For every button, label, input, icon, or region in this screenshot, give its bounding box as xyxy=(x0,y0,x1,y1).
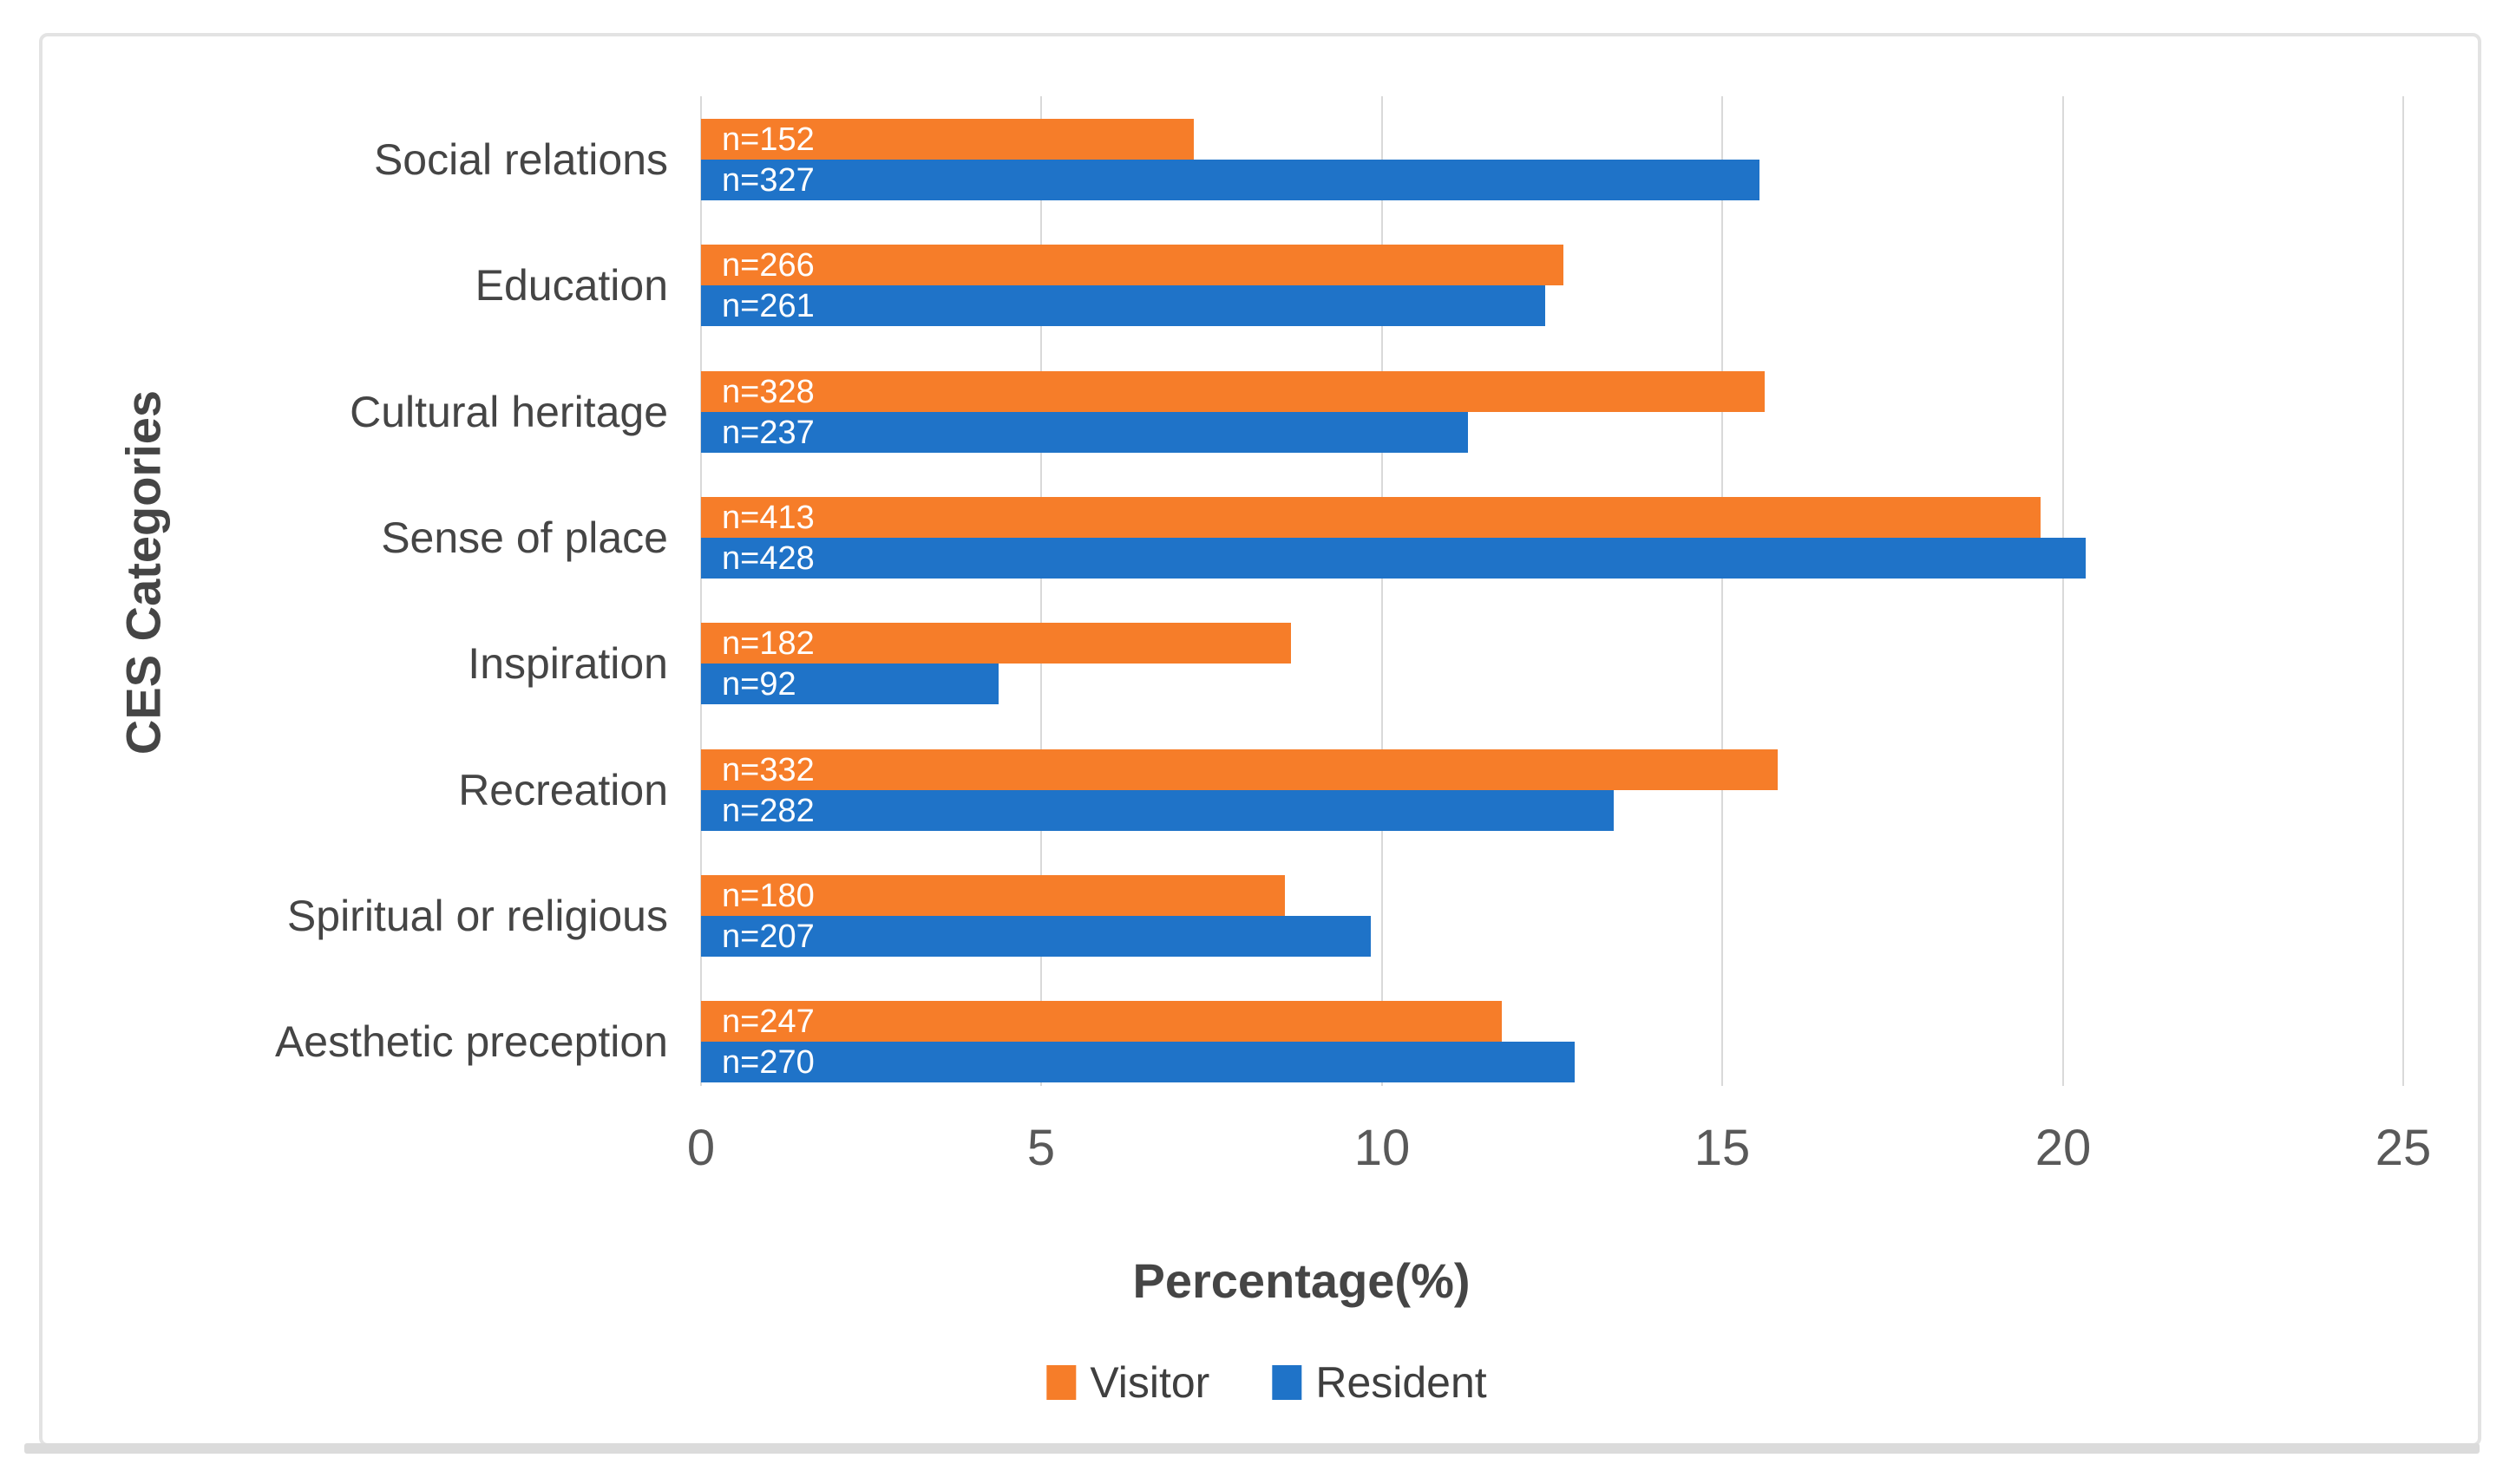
legend: Visitor Resident xyxy=(1046,1357,1487,1408)
legend-item-visitor: Visitor xyxy=(1046,1357,1209,1408)
bar-value-label: n=182 xyxy=(722,624,815,662)
bar-value-label: n=270 xyxy=(722,1043,815,1081)
category-label-education: Education xyxy=(475,261,668,310)
category-label-social-relations: Social relations xyxy=(373,135,668,184)
resident-bar-education: n=261 xyxy=(701,285,1546,326)
bar-value-label: n=332 xyxy=(722,751,815,788)
plot-area: n=152 n=327 n=266 n=261 n=328 n=237 n=413 n=428… xyxy=(700,96,2404,1086)
visitor-bar-spiritual-or-religious: n=180 xyxy=(701,875,1285,916)
gridline-x-0 xyxy=(700,96,702,1086)
resident-bar-social-relations: n=327 xyxy=(701,160,1759,200)
bar-value-label: n=92 xyxy=(722,665,796,703)
gridline-x-25 xyxy=(2402,96,2404,1086)
visitor-bar-social-relations: n=152 xyxy=(701,119,1195,160)
bar-value-label: n=261 xyxy=(722,287,815,324)
bar-value-label: n=428 xyxy=(722,539,815,577)
category-label-cultural-heritage: Cultural heritage xyxy=(350,388,668,436)
x-tick-label-20: 20 xyxy=(2035,1120,2092,1176)
resident-bar-sense-of-place: n=428 xyxy=(701,538,2087,579)
visitor-bar-sense-of-place: n=413 xyxy=(701,497,2041,538)
category-label-aesthetic-preception: Aesthetic preception xyxy=(274,1017,668,1066)
x-axis-title: Percentage(%) xyxy=(1132,1253,1471,1308)
gridline-x-10 xyxy=(1381,96,1383,1086)
bar-value-label: n=247 xyxy=(722,1003,815,1040)
legend-label-visitor: Visitor xyxy=(1090,1358,1210,1407)
chart-frame: CES Categories Social relations Education… xyxy=(39,33,2481,1447)
bar-value-label: n=266 xyxy=(722,246,815,284)
category-label-spiritual-or-religious: Spiritual or religious xyxy=(286,892,668,940)
visitor-bar-inspiration: n=182 xyxy=(701,623,1292,664)
bar-value-label: n=180 xyxy=(722,877,815,914)
gridline-x-5 xyxy=(1040,96,1042,1086)
bar-value-label: n=413 xyxy=(722,499,815,536)
figure-bottom-edge xyxy=(24,1443,2480,1454)
legend-item-resident: Resident xyxy=(1272,1357,1487,1408)
x-axis-ticks: 0 5 10 15 20 25 xyxy=(687,1120,2431,1193)
bar-value-label: n=152 xyxy=(722,121,815,158)
visitor-bar-aesthetic-preception: n=247 xyxy=(701,1001,1502,1042)
category-label-recreation: Recreation xyxy=(458,766,668,814)
bar-value-label: n=282 xyxy=(722,792,815,829)
resident-bar-cultural-heritage: n=237 xyxy=(701,412,1468,453)
resident-bar-spiritual-or-religious: n=207 xyxy=(701,916,1372,957)
gridline-x-15 xyxy=(1721,96,1723,1086)
category-axis: Social relations Education Cultural herita… xyxy=(43,96,668,1086)
category-label-sense-of-place: Sense of place xyxy=(381,513,668,562)
gridline-x-20 xyxy=(2062,96,2064,1086)
bar-value-label: n=327 xyxy=(722,161,815,199)
x-tick-label-10: 10 xyxy=(1353,1120,1411,1176)
visitor-bar-education: n=266 xyxy=(701,245,1564,285)
x-tick-label-5: 5 xyxy=(1026,1120,1056,1176)
category-label-inspiration: Inspiration xyxy=(468,639,668,688)
x-tick-label-25: 25 xyxy=(2375,1120,2432,1176)
x-tick-label-15: 15 xyxy=(1694,1120,1751,1176)
legend-label-resident: Resident xyxy=(1315,1358,1487,1407)
visitor-bar-recreation: n=332 xyxy=(701,749,1778,790)
visitor-bar-cultural-heritage: n=328 xyxy=(701,371,1765,412)
bar-value-label: n=237 xyxy=(722,414,815,451)
resident-bar-aesthetic-preception: n=270 xyxy=(701,1042,1575,1082)
bar-value-label: n=207 xyxy=(722,918,815,955)
legend-swatch-resident xyxy=(1272,1365,1302,1400)
legend-swatch-visitor xyxy=(1046,1365,1077,1400)
resident-bar-inspiration: n=92 xyxy=(701,664,999,704)
x-tick-label-0: 0 xyxy=(686,1120,716,1176)
resident-bar-recreation: n=282 xyxy=(701,790,1614,831)
bar-value-label: n=328 xyxy=(722,373,815,410)
